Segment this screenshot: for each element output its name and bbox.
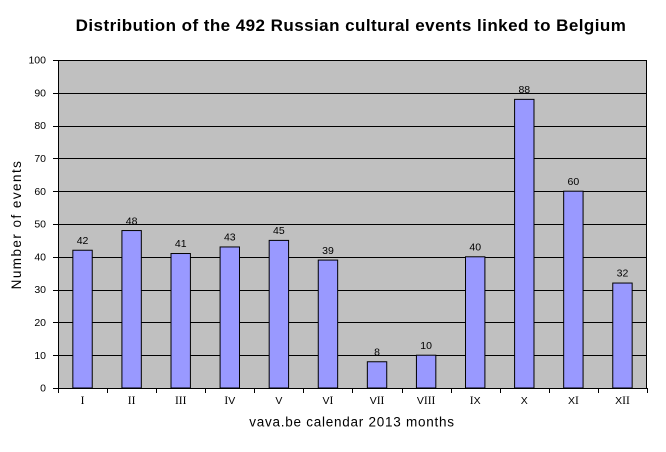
svg-text:30: 30 — [34, 284, 46, 296]
svg-text:X: X — [521, 395, 528, 407]
svg-text:XII: XII — [615, 395, 630, 407]
svg-text:42: 42 — [77, 235, 89, 247]
svg-text:40: 40 — [469, 242, 481, 254]
svg-text:41: 41 — [175, 238, 187, 250]
svg-text:II: II — [128, 395, 136, 407]
svg-text:60: 60 — [568, 176, 580, 188]
svg-text:IX: IX — [470, 395, 481, 407]
svg-text:43: 43 — [224, 232, 236, 244]
svg-text:III: III — [175, 395, 187, 407]
svg-text:10: 10 — [34, 350, 46, 362]
svg-text:48: 48 — [126, 215, 138, 227]
svg-text:60: 60 — [34, 186, 46, 198]
svg-text:100: 100 — [28, 55, 46, 67]
svg-text:40: 40 — [34, 251, 46, 263]
svg-text:V: V — [275, 395, 282, 407]
svg-text:I: I — [81, 395, 85, 407]
svg-text:VII: VII — [370, 395, 385, 407]
svg-text:IV: IV — [224, 395, 235, 407]
svg-text:39: 39 — [322, 245, 334, 257]
svg-text:50: 50 — [34, 219, 46, 231]
svg-text:0: 0 — [40, 383, 46, 395]
svg-text:8: 8 — [374, 347, 380, 359]
svg-text:XI: XI — [568, 395, 579, 407]
svg-text:70: 70 — [34, 153, 46, 165]
svg-text:90: 90 — [34, 87, 46, 99]
svg-text:32: 32 — [617, 268, 629, 280]
svg-text:80: 80 — [34, 120, 46, 132]
svg-text:88: 88 — [518, 84, 530, 96]
svg-text:VIII: VIII — [417, 395, 436, 407]
svg-text:20: 20 — [34, 317, 46, 329]
svg-text:10: 10 — [420, 340, 432, 352]
svg-text:Number of events: Number of events — [9, 160, 24, 290]
svg-text:vava.be calendar 2013 months: vava.be calendar 2013 months — [249, 415, 455, 430]
svg-text:Distribution of the 492 Russia: Distribution of the 492 Russian cultural… — [76, 16, 627, 35]
svg-text:VI: VI — [323, 395, 334, 407]
svg-text:45: 45 — [273, 225, 285, 237]
